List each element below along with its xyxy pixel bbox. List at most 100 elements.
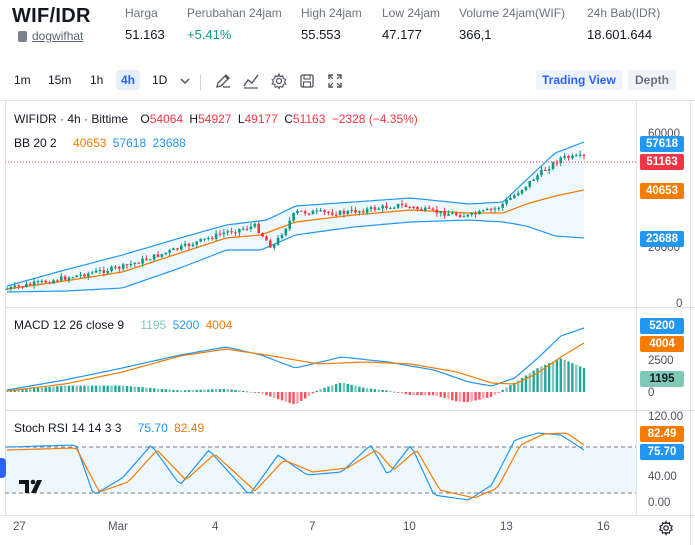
candle-body xyxy=(381,205,384,209)
depth-button[interactable]: Depth xyxy=(628,70,676,90)
candle-body xyxy=(245,228,249,230)
save-icon[interactable] xyxy=(298,72,316,90)
scroll-handle[interactable] xyxy=(0,458,6,478)
candle-body xyxy=(145,258,148,260)
stat-volume-label: Volume 24jam(WIF) xyxy=(459,6,566,20)
macd-histogram-bar xyxy=(505,387,508,392)
stat-volume-idr-value: 18.601.644 xyxy=(587,27,653,42)
macd-histogram-bar xyxy=(60,385,63,392)
macd-histogram-bar xyxy=(168,389,171,392)
candle-body xyxy=(451,213,454,215)
stat-volume: Volume 24jam(WIF) 366,1 xyxy=(459,6,565,42)
tf-4h[interactable]: 4h xyxy=(116,70,141,90)
coin-link[interactable]: dogwifhat xyxy=(18,29,83,43)
main-legend: WIFIDR · 4h · Bittime O54064 H54927 L491… xyxy=(14,112,421,126)
macd-histogram-bar xyxy=(451,392,454,401)
indicators-icon[interactable] xyxy=(242,72,260,90)
macd-histogram-bar xyxy=(230,389,233,392)
stat-high-label: High 24jam xyxy=(301,6,362,20)
macd-histogram-bar xyxy=(311,392,315,394)
macd-histogram-bar xyxy=(420,392,423,396)
macd-histogram-bar xyxy=(544,364,547,392)
toolbar-divider xyxy=(200,74,201,90)
macd-histogram-bar xyxy=(63,385,67,392)
chevron-down-icon[interactable] xyxy=(176,72,194,90)
candle-body xyxy=(462,216,466,218)
trading-view-button[interactable]: Trading View xyxy=(536,70,622,90)
candle-body xyxy=(253,223,257,227)
candle-body xyxy=(102,270,106,273)
candle-body xyxy=(71,277,75,279)
candle-body xyxy=(56,280,59,282)
candle-body xyxy=(567,156,570,159)
macd-histogram-bar xyxy=(261,392,264,394)
macd-histogram-bar xyxy=(578,366,582,392)
macd-histogram-bar xyxy=(447,392,450,400)
macd-histogram-bar xyxy=(346,383,349,392)
candle-body xyxy=(385,205,388,209)
candle-body xyxy=(296,210,299,213)
macd-histogram-bar xyxy=(52,386,55,392)
candle-body xyxy=(563,156,566,158)
macd-histogram-bar xyxy=(501,389,504,392)
macd-histogram-bar xyxy=(17,389,20,392)
candle-body xyxy=(83,274,86,277)
fullscreen-icon[interactable] xyxy=(326,72,344,90)
tf-1d[interactable]: 1D xyxy=(152,73,168,87)
macd-histogram-bar xyxy=(36,387,40,392)
macd-histogram-bar xyxy=(87,385,90,392)
pencil-icon[interactable] xyxy=(214,72,232,90)
candle-body xyxy=(183,243,187,246)
price-chart[interactable] xyxy=(0,100,695,545)
tf-1m[interactable]: 1m xyxy=(14,73,31,87)
candle-body xyxy=(404,204,408,207)
axis-macd-2500: 2500 xyxy=(648,355,674,367)
ohlc-high: H54927 xyxy=(189,112,231,126)
macd-histogram-bar xyxy=(319,388,322,392)
macd-histogram-bar xyxy=(485,392,489,398)
macd-histogram-bar xyxy=(354,385,357,392)
ohlc-close-value: 51163 xyxy=(292,112,326,126)
chart-area[interactable]: WIFIDR · 4h · Bittime O54064 H54927 L491… xyxy=(0,100,695,545)
candle-body xyxy=(13,285,17,287)
stat-high: High 24jam 55.553 xyxy=(301,6,362,42)
tf-15m[interactable]: 15m xyxy=(48,73,72,87)
macd-histogram-bar xyxy=(555,360,559,392)
candle-body xyxy=(555,162,559,164)
macd-histogram-bar xyxy=(125,385,129,392)
candle-body xyxy=(408,206,412,208)
macd-histogram-bar xyxy=(280,392,284,401)
stat-price-label: Harga xyxy=(125,6,158,20)
macd-histogram-bar xyxy=(276,392,280,400)
macd-histogram-bar xyxy=(303,392,307,399)
candle-body xyxy=(582,154,586,156)
tf-1h[interactable]: 1h xyxy=(90,73,104,87)
candle-body xyxy=(207,237,210,239)
stat-price-value: 51.163 xyxy=(125,27,165,42)
ohlc-high-value: 54927 xyxy=(198,112,232,126)
macd-histogram-bar xyxy=(412,392,415,396)
macd-histogram-bar xyxy=(443,392,446,399)
macd-histogram-bar xyxy=(94,385,98,392)
axis-stoch-0: 0.00 xyxy=(648,497,671,509)
candle-body xyxy=(505,199,508,204)
coin-link-label[interactable]: dogwifhat xyxy=(32,29,84,43)
candle-body xyxy=(478,210,481,215)
macd-histogram-bar xyxy=(48,386,51,392)
candle-body xyxy=(40,280,44,282)
stoch-k-line xyxy=(6,432,585,501)
chart-settings-icon[interactable] xyxy=(658,520,674,536)
macd-histogram-bar xyxy=(83,385,86,392)
candle-body xyxy=(377,208,381,210)
candle-body xyxy=(489,208,493,210)
macd-histogram-bar xyxy=(141,387,144,392)
macd-histogram-bar xyxy=(29,388,32,392)
candle-body xyxy=(497,207,501,209)
candle-body xyxy=(238,228,241,233)
macd-histogram-bar xyxy=(133,386,136,392)
gear-icon[interactable] xyxy=(270,72,288,90)
macd-histogram-bar xyxy=(156,388,160,392)
ohlc-open: O54064 xyxy=(140,112,183,126)
macd-histogram-bar xyxy=(265,392,268,396)
macd-hist-value: 1195 xyxy=(140,318,167,332)
